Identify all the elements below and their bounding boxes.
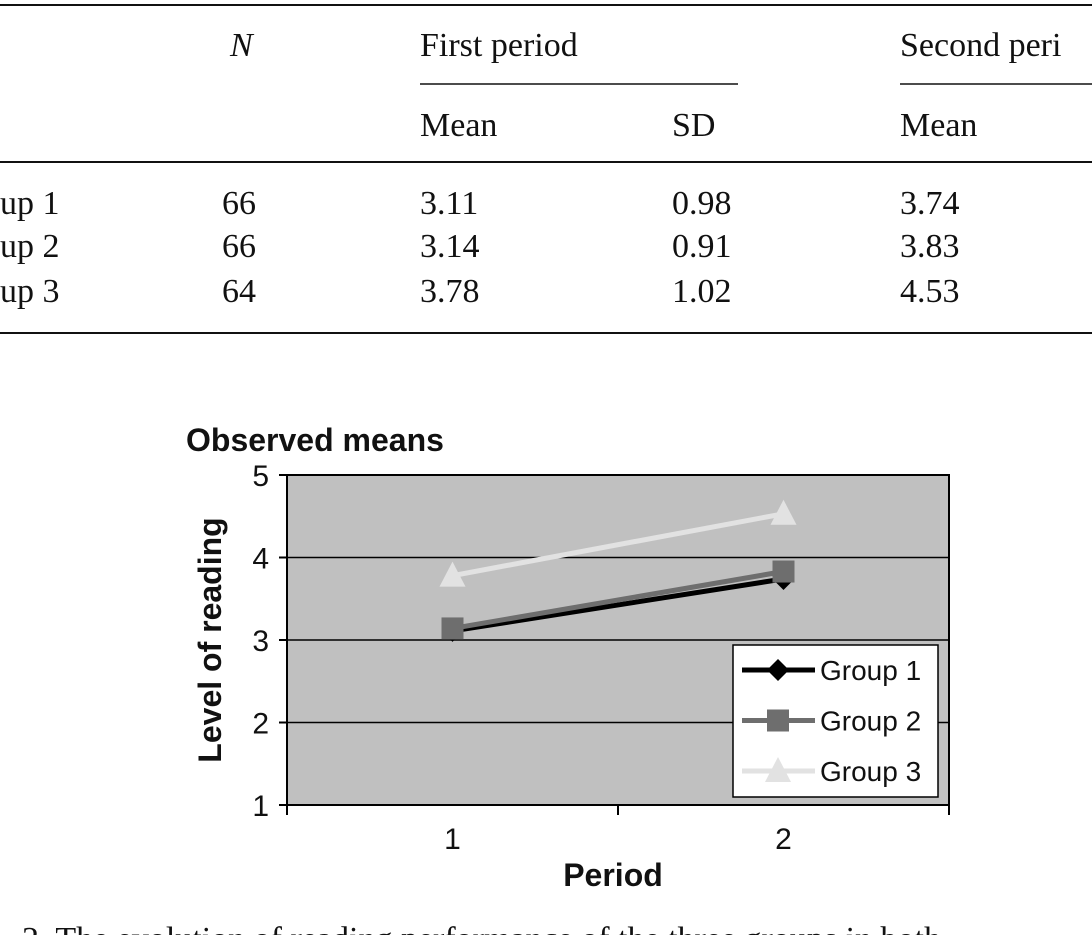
marker <box>772 560 795 583</box>
series-line <box>452 576 784 634</box>
table-cell: 3.78 <box>420 273 480 310</box>
series-line <box>452 569 784 631</box>
chart-title: Observed means <box>186 422 444 458</box>
marker <box>767 709 789 732</box>
x-tick-label: 2 <box>775 823 792 856</box>
marker <box>441 617 464 640</box>
column-subheader: Mean <box>420 107 497 144</box>
legend-label: Group 3 <box>820 756 921 787</box>
table-cell: 0.98 <box>672 185 732 222</box>
y-tick-label: 1 <box>252 790 269 823</box>
chart: Observed means 1 2 3 4 5 1 2 Period Level of read… <box>186 422 950 893</box>
column-subheader: Mean <box>900 107 977 144</box>
legend-label: Group 2 <box>820 706 921 737</box>
table-cell: 3.83 <box>900 228 960 265</box>
table-cell: 1.02 <box>672 273 732 310</box>
y-axis-label: Level of reading <box>192 517 228 762</box>
y-tick-label: 5 <box>252 460 269 493</box>
table-cell: 3.14 <box>420 228 480 265</box>
table-body: up 1 66 3.11 0.98 3.74 up 2 66 3.14 0.91 3.83 up 3… <box>0 185 960 310</box>
marker <box>767 659 789 681</box>
table-cell: up 3 <box>0 273 60 310</box>
marker <box>439 561 466 587</box>
table-cell: up 2 <box>0 228 60 265</box>
y-tick-label: 3 <box>252 625 269 658</box>
column-header: First period <box>420 27 578 64</box>
column-header: N <box>229 27 255 64</box>
table-cell: up 1 <box>0 185 60 222</box>
marker <box>770 499 797 525</box>
x-axis-label: Period <box>563 857 663 893</box>
table-cell: 64 <box>222 273 256 310</box>
x-tick-label: 1 <box>444 823 461 856</box>
table-cell: 3.11 <box>420 185 478 222</box>
legend-label: Group 1 <box>820 655 921 686</box>
table-cell: 3.74 <box>900 185 960 222</box>
y-tick-label: 4 <box>252 543 269 576</box>
table-cell: 4.53 <box>900 273 960 310</box>
caption: 2. The evolution of reading performance … <box>22 921 941 935</box>
series-line <box>452 511 784 579</box>
marker <box>765 757 791 782</box>
column-subheader: SD <box>672 107 715 144</box>
y-tick-label: 2 <box>252 708 269 741</box>
column-header: Second peri <box>900 27 1061 64</box>
table-cell: 66 <box>222 185 256 222</box>
table-cell: 0.91 <box>672 228 732 265</box>
table-cell: 66 <box>222 228 256 265</box>
